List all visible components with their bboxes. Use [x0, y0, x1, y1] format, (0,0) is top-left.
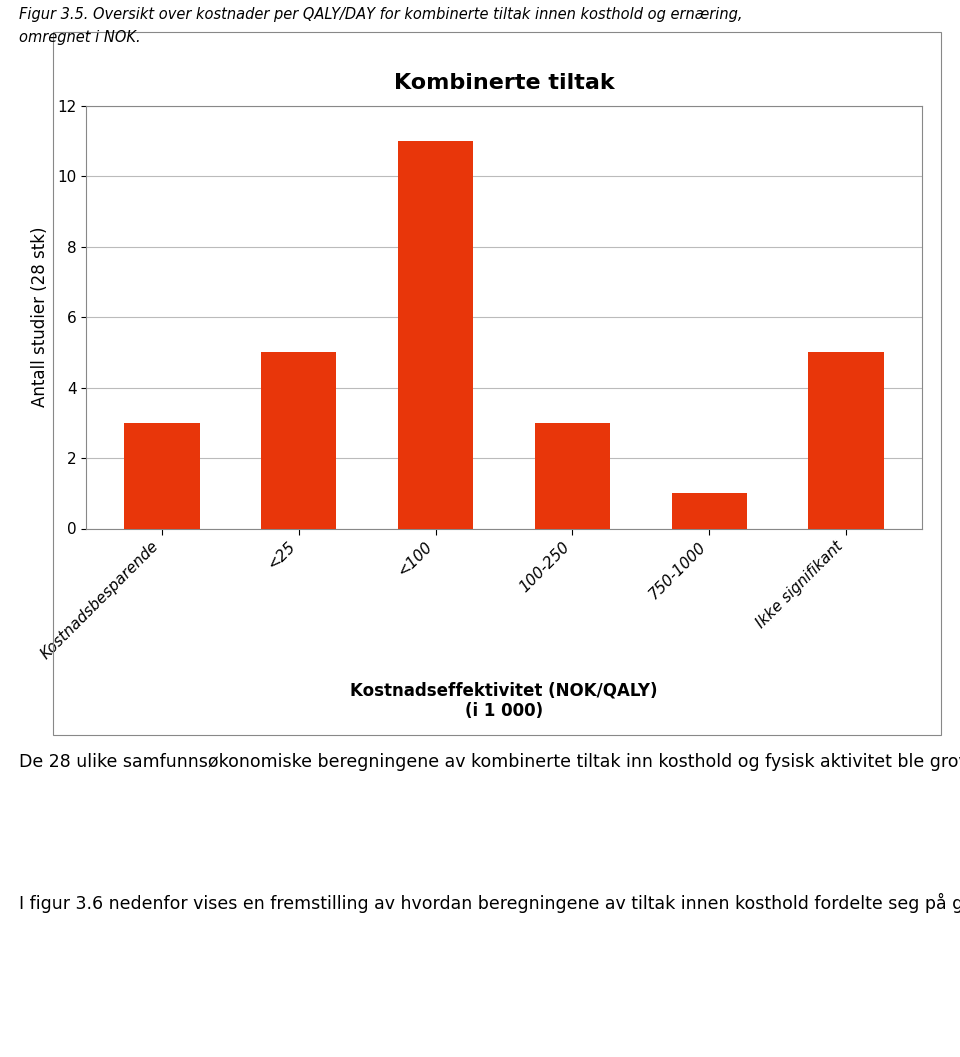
Text: (i 1 000): (i 1 000)	[465, 702, 543, 720]
Title: Kombinerte tiltak: Kombinerte tiltak	[394, 73, 614, 93]
Bar	[672, 494, 747, 528]
Bar	[535, 423, 610, 528]
Text: Kostnadseffektivitet (NOK/QALY): Kostnadseffektivitet (NOK/QALY)	[350, 682, 658, 700]
Bar	[261, 352, 336, 528]
Y-axis label: Antall studier (28 stk): Antall studier (28 stk)	[31, 227, 49, 407]
Text: I figur 3.6 nedenfor vises en fremstilling av hvordan beregningene av tiltak inn: I figur 3.6 nedenfor vises en fremstilli…	[19, 893, 960, 913]
Text: omregnet i NOK.: omregnet i NOK.	[19, 30, 141, 44]
Bar	[808, 352, 883, 528]
Bar	[125, 423, 200, 528]
Bar	[398, 141, 473, 528]
Text: Figur 3.5. Oversikt over kostnader per QALY/DAY for kombinerte tiltak innen kost: Figur 3.5. Oversikt over kostnader per Q…	[19, 7, 743, 22]
Text: De 28 ulike samfunnsøkonomiske beregningene av kombinerte tiltak inn kosthold og: De 28 ulike samfunnsøkonomiske beregning…	[19, 750, 960, 771]
